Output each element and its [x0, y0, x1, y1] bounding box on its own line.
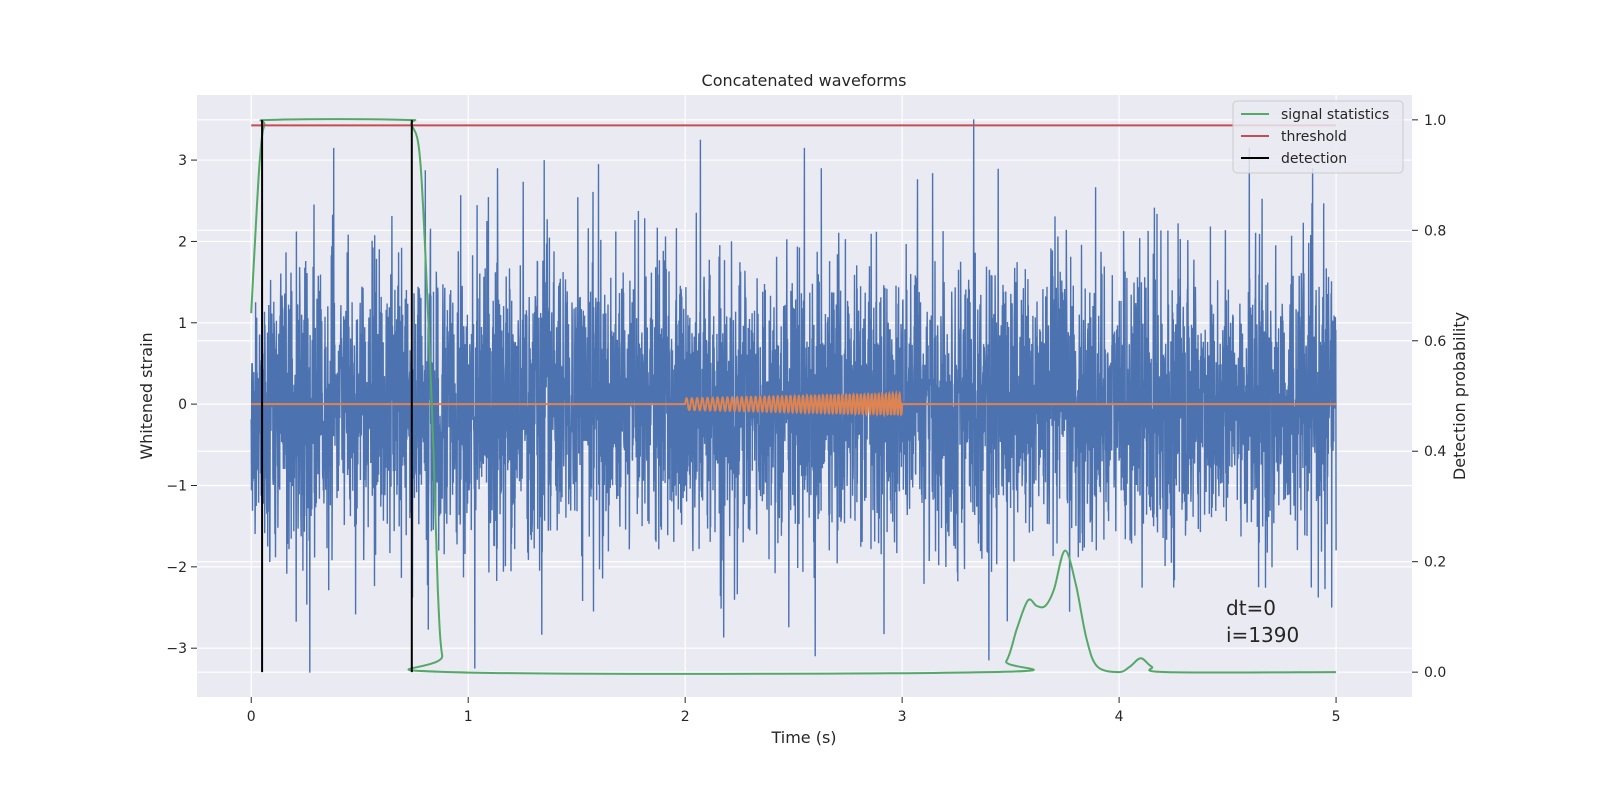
- y-tick-label: 3: [178, 153, 187, 169]
- x-tick-label: 3: [898, 709, 907, 725]
- annotation-dt: dt=0: [1226, 596, 1276, 620]
- y2-axis-label: Detection probability: [1450, 312, 1469, 480]
- y-tick-label: 0: [178, 397, 187, 413]
- x-tick-label: 4: [1115, 709, 1124, 725]
- y-tick-label: 2: [178, 234, 187, 250]
- legend: signal statistics threshold detection: [1232, 100, 1404, 174]
- annotation-i: i=1390: [1226, 623, 1299, 647]
- legend-label: signal statistics: [1281, 107, 1389, 123]
- y2-tick-label: 0.8: [1424, 223, 1446, 239]
- y2-tick-label: 0.2: [1424, 555, 1446, 571]
- series-signal-statistics: [250, 118, 1337, 675]
- y-tick-label: 1: [178, 316, 187, 332]
- y-axis-label: Whitened strain: [137, 332, 156, 459]
- y2-tick-label: 1.0: [1424, 113, 1446, 129]
- series-layer: [250, 118, 1337, 675]
- y-tick-label: −1: [166, 478, 187, 494]
- chart-title: Concatenated waveforms: [702, 71, 907, 90]
- x-tick-label: 0: [247, 709, 256, 725]
- x-tick-label: 2: [681, 709, 690, 725]
- y-tick-label: −2: [166, 560, 187, 576]
- y2-tick-label: 0.0: [1424, 665, 1446, 681]
- series-injected-signal: [251, 389, 1337, 418]
- legend-label: detection: [1281, 151, 1347, 167]
- x-axis-label: Time (s): [770, 728, 836, 747]
- x-tick-label: 5: [1332, 709, 1341, 725]
- ticks-layer: 0 1 2 3 4 5 −3 −2 −1 0 1 2 3 0.0 0.2 0.4 0.6 0.8 1.0: [166, 113, 1446, 725]
- y2-tick-label: 0.4: [1424, 444, 1446, 460]
- legend-box: [1232, 100, 1404, 174]
- x-tick-label: 1: [464, 709, 473, 725]
- legend-label: threshold: [1281, 129, 1347, 145]
- y2-tick-label: 0.6: [1424, 334, 1446, 350]
- y-tick-label: −3: [166, 641, 187, 657]
